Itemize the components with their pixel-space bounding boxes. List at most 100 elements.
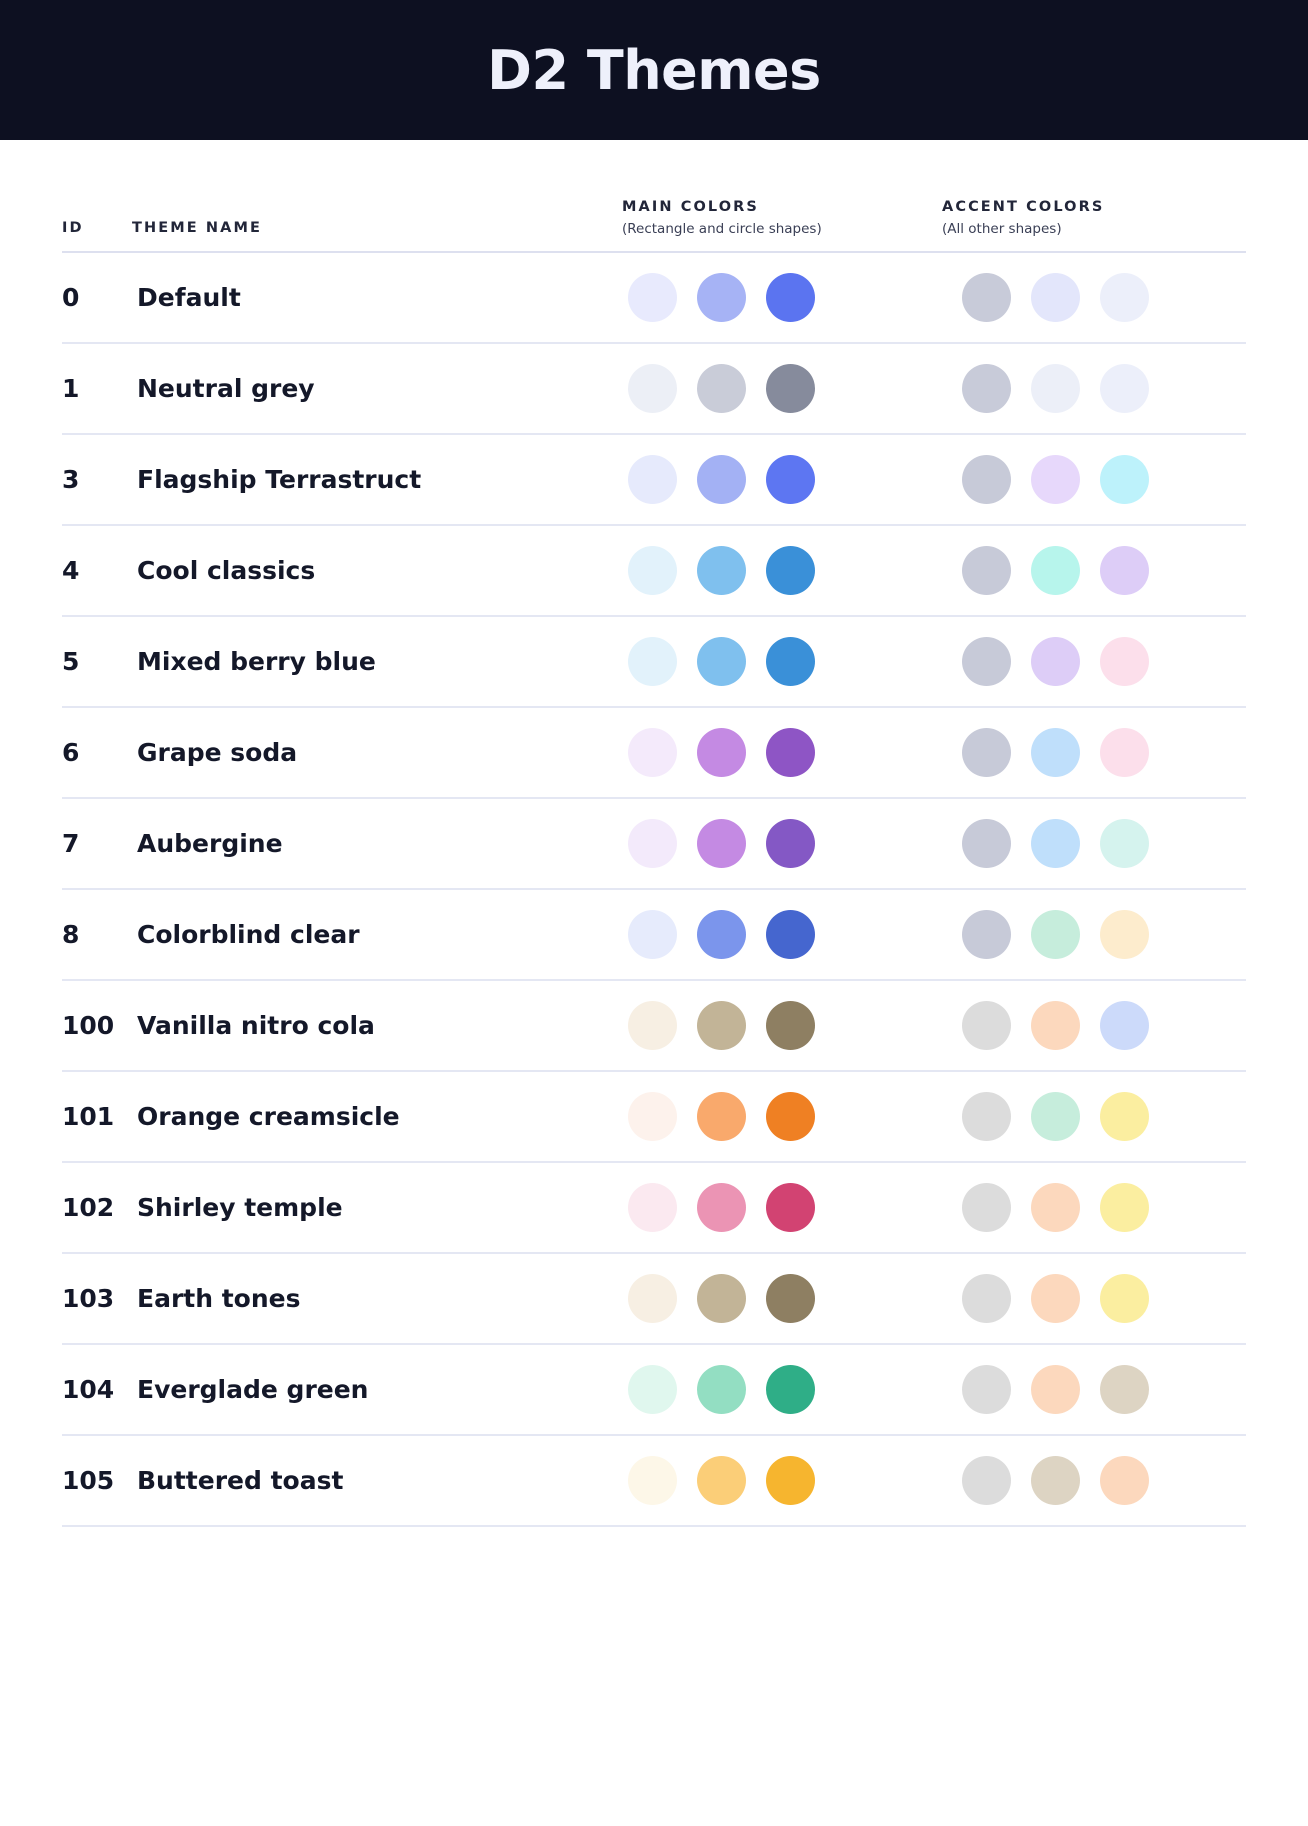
main-color-swatch <box>697 1001 746 1050</box>
accent-colors-cell <box>942 343 1246 435</box>
theme-name: Orange creamsicle <box>137 1102 400 1131</box>
theme-name: Earth tones <box>137 1284 301 1313</box>
column-header-main-colors-subtitle: (Rectangle and circle shapes) <box>622 221 822 237</box>
accent-swatch-group <box>942 1001 1246 1050</box>
main-colors-cell <box>622 343 942 435</box>
main-color-swatch <box>766 1274 815 1323</box>
column-header-accent-colors-label: ACCENT COLORS <box>942 199 1105 215</box>
theme-id-cell: 8 <box>62 889 132 981</box>
theme-id: 6 <box>62 738 80 767</box>
main-color-swatch <box>766 1001 815 1050</box>
table-row[interactable]: 4 Cool classics <box>62 525 1246 617</box>
table-header: ID THEME NAME MAIN COLORS (Rectangle and… <box>62 140 1246 253</box>
table-row[interactable]: 101 Orange creamsicle <box>62 1071 1246 1163</box>
accent-color-swatch <box>962 546 1011 595</box>
theme-name-cell: Vanilla nitro cola <box>132 980 622 1072</box>
column-header-theme-name-label: THEME NAME <box>132 220 263 236</box>
theme-id-cell: 102 <box>62 1162 132 1254</box>
main-color-swatch <box>628 364 677 413</box>
accent-colors-cell <box>942 1253 1246 1345</box>
accent-color-swatch <box>1100 728 1149 777</box>
accent-swatch-group <box>942 910 1246 959</box>
accent-color-swatch <box>1031 1001 1080 1050</box>
table-row[interactable]: 8 Colorblind clear <box>62 889 1246 981</box>
accent-colors-cell <box>942 980 1246 1072</box>
table-row[interactable]: 100 Vanilla nitro cola <box>62 980 1246 1072</box>
accent-color-swatch <box>1031 546 1080 595</box>
main-color-swatch <box>766 364 815 413</box>
accent-color-swatch <box>1031 910 1080 959</box>
main-color-swatch <box>697 364 746 413</box>
theme-id: 3 <box>62 465 80 494</box>
accent-color-swatch <box>1031 1365 1080 1414</box>
table-row[interactable]: 3 Flagship Terrastruct <box>62 434 1246 526</box>
main-colors-cell <box>622 889 942 981</box>
accent-color-swatch <box>1100 1183 1149 1232</box>
table-row[interactable]: 7 Aubergine <box>62 798 1246 890</box>
main-colors-cell <box>622 434 942 526</box>
theme-name-cell: Buttered toast <box>132 1435 622 1527</box>
theme-name-cell: Aubergine <box>132 798 622 890</box>
theme-name: Shirley temple <box>137 1193 343 1222</box>
main-colors-cell <box>622 616 942 708</box>
accent-color-swatch <box>962 1001 1011 1050</box>
accent-colors-cell <box>942 1344 1246 1436</box>
accent-color-swatch <box>962 1365 1011 1414</box>
main-color-swatch <box>697 819 746 868</box>
main-swatch-group <box>622 364 942 413</box>
theme-id-cell: 105 <box>62 1435 132 1527</box>
theme-id: 5 <box>62 647 80 676</box>
theme-id-cell: 100 <box>62 980 132 1072</box>
main-color-swatch <box>766 819 815 868</box>
accent-color-swatch <box>1031 364 1080 413</box>
accent-colors-cell <box>942 525 1246 617</box>
main-color-swatch <box>697 546 746 595</box>
main-color-swatch <box>697 1092 746 1141</box>
table-row[interactable]: 104 Everglade green <box>62 1344 1246 1436</box>
accent-colors-cell <box>942 889 1246 981</box>
theme-name: Default <box>137 283 241 312</box>
accent-swatch-group <box>942 1456 1246 1505</box>
accent-color-swatch <box>1031 819 1080 868</box>
accent-color-swatch <box>962 910 1011 959</box>
main-colors-cell <box>622 1253 942 1345</box>
table-row[interactable]: 103 Earth tones <box>62 1253 1246 1345</box>
theme-name: Colorblind clear <box>137 920 360 949</box>
accent-color-swatch <box>1100 364 1149 413</box>
theme-id: 8 <box>62 920 80 949</box>
accent-color-swatch <box>1031 1456 1080 1505</box>
main-color-swatch <box>697 455 746 504</box>
main-swatch-group <box>622 1092 942 1141</box>
table-row[interactable]: 1 Neutral grey <box>62 343 1246 435</box>
table-row[interactable]: 102 Shirley temple <box>62 1162 1246 1254</box>
main-swatch-group <box>622 1001 942 1050</box>
accent-swatch-group <box>942 1092 1246 1141</box>
main-swatch-group <box>622 637 942 686</box>
theme-id-cell: 7 <box>62 798 132 890</box>
main-color-swatch <box>766 273 815 322</box>
accent-color-swatch <box>1100 910 1149 959</box>
main-color-swatch <box>628 546 677 595</box>
accent-swatch-group <box>942 1365 1246 1414</box>
main-colors-cell <box>622 1071 942 1163</box>
table-row[interactable]: 5 Mixed berry blue <box>62 616 1246 708</box>
table-row[interactable]: 6 Grape soda <box>62 707 1246 799</box>
theme-id: 104 <box>62 1375 115 1404</box>
accent-color-swatch <box>962 1092 1011 1141</box>
table-row[interactable]: 0 Default <box>62 252 1246 344</box>
accent-color-swatch <box>1031 455 1080 504</box>
theme-name: Cool classics <box>137 556 316 585</box>
main-swatch-group <box>622 819 942 868</box>
main-color-swatch <box>628 819 677 868</box>
main-color-swatch <box>766 1092 815 1141</box>
main-swatch-group <box>622 1183 942 1232</box>
table-row[interactable]: 105 Buttered toast <box>62 1435 1246 1527</box>
accent-color-swatch <box>1100 637 1149 686</box>
themes-table: ID THEME NAME MAIN COLORS (Rectangle and… <box>62 140 1246 1527</box>
main-color-swatch <box>766 728 815 777</box>
column-header-id-label: ID <box>62 220 84 236</box>
accent-color-swatch <box>962 1274 1011 1323</box>
accent-colors-cell <box>942 616 1246 708</box>
main-color-swatch <box>697 1365 746 1414</box>
accent-color-swatch <box>962 728 1011 777</box>
